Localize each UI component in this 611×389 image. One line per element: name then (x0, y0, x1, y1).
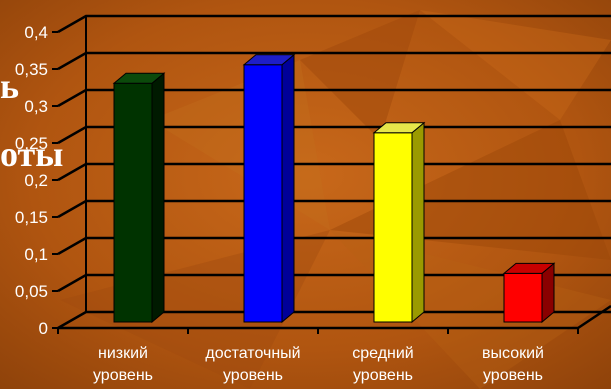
x-category-label: уровень (353, 367, 413, 384)
x-category-label: низкий (98, 345, 148, 362)
bar-front (503, 272, 543, 323)
gridline (57, 310, 611, 330)
y-tick-label: 0,1 (24, 245, 48, 264)
bar-side (151, 72, 165, 324)
gridline (57, 162, 611, 182)
x-axis-labels: низкий уровень достаточный уровень средний ур… (93, 345, 544, 384)
gridline (57, 273, 611, 293)
x-category-label: высокий (482, 345, 544, 362)
bar-top (372, 122, 426, 134)
bar-1 (112, 72, 166, 324)
y-tick-label: 0,4 (24, 23, 48, 42)
x-category-label: достаточный (205, 345, 300, 362)
background-text-line1: ь (0, 66, 20, 106)
bar-side (411, 121, 425, 324)
y-tick-label: 0,2 (24, 171, 48, 190)
gridline (57, 88, 611, 108)
y-axis-ticks: 0 0,05 0,1 0,15 0,2 0,25 0,3 0,35 0,4 (15, 23, 58, 338)
bar-front (243, 64, 283, 323)
gridline (57, 199, 611, 219)
bars (112, 53, 556, 324)
bar-top (242, 54, 296, 66)
gridlines (57, 14, 611, 330)
bar-2 (242, 53, 296, 324)
bar-front (373, 132, 413, 323)
x-category-label: средний (352, 345, 414, 362)
gridline (57, 14, 611, 34)
y-tick-label: 0,05 (15, 282, 48, 301)
x-category-label: уровень (483, 367, 543, 384)
y-tick-label: 0,3 (24, 97, 48, 116)
bar-top (502, 262, 556, 274)
y-tick-label: 0,15 (15, 208, 48, 227)
y-tick-label: 0 (39, 319, 48, 338)
bar-3 (372, 121, 426, 324)
y-tick-label: 0,25 (15, 134, 48, 153)
bar-top (112, 72, 166, 84)
x-category-label: уровень (223, 367, 283, 384)
x-category-label: уровень (93, 367, 153, 384)
gridline (57, 51, 611, 71)
bar-4 (502, 262, 556, 324)
gridline (57, 236, 611, 256)
bar-side (281, 53, 295, 324)
gridline (57, 125, 611, 145)
y-tick-label: 0,35 (15, 60, 48, 79)
bar-front (113, 82, 153, 323)
